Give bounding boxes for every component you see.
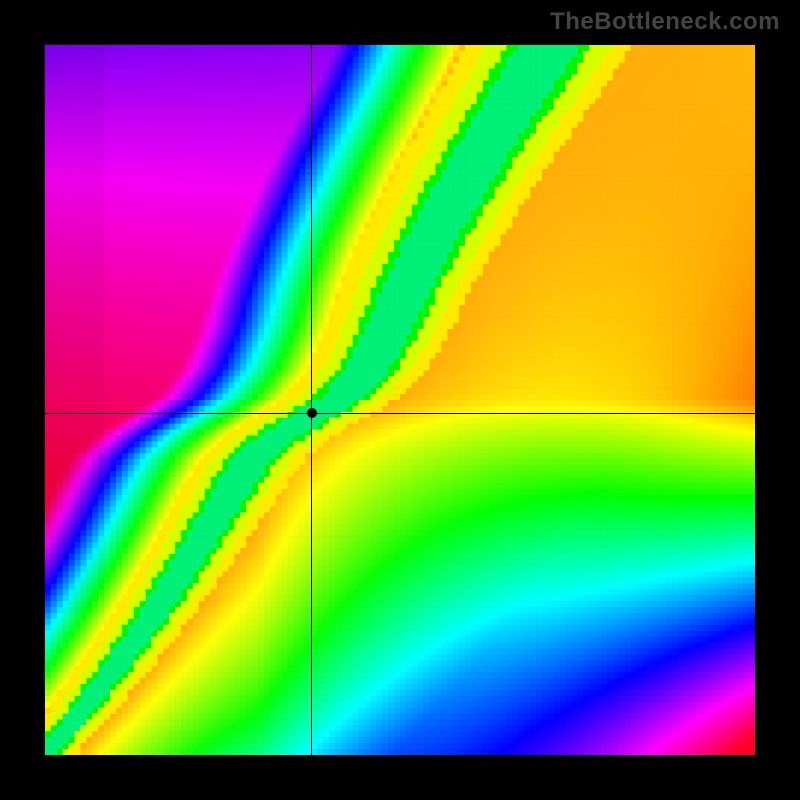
bottleneck-heatmap: [45, 45, 755, 755]
crosshair-vertical: [311, 45, 312, 755]
crosshair-horizontal: [45, 413, 755, 414]
figure-root: TheBottleneck.com: [0, 0, 800, 800]
watermark-text: TheBottleneck.com: [550, 8, 780, 36]
